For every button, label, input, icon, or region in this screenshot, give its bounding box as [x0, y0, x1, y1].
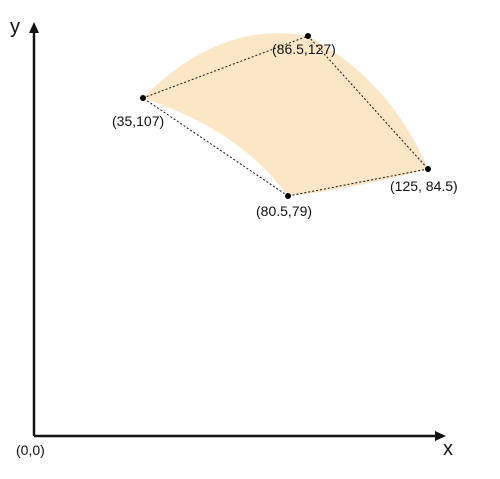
y-axis-arrowhead	[29, 22, 39, 33]
point-p4	[285, 193, 291, 199]
shaded-region	[143, 33, 428, 196]
point-label-p2: (86.5,127)	[272, 41, 336, 57]
edge-p2-p3	[307, 35, 429, 170]
y-axis-label: y	[10, 16, 20, 38]
point-label-p4: (80.5,79)	[256, 203, 312, 219]
edge-p4-p1	[142, 97, 289, 197]
vertices	[140, 33, 431, 199]
point-p3	[425, 166, 431, 172]
dashed-quadrilateral	[142, 35, 429, 197]
x-axis-label: x	[443, 438, 453, 460]
edge-p1-p2	[142, 35, 309, 99]
axes	[32, 28, 440, 438]
point-label-p3: (125, 84.5)	[390, 178, 458, 194]
x-axis-arrowhead	[435, 431, 446, 441]
point-p1	[140, 95, 146, 101]
origin-label: (0,0)	[16, 442, 45, 458]
point-label-p1: (35,107)	[112, 113, 164, 129]
point-p2	[305, 33, 311, 39]
